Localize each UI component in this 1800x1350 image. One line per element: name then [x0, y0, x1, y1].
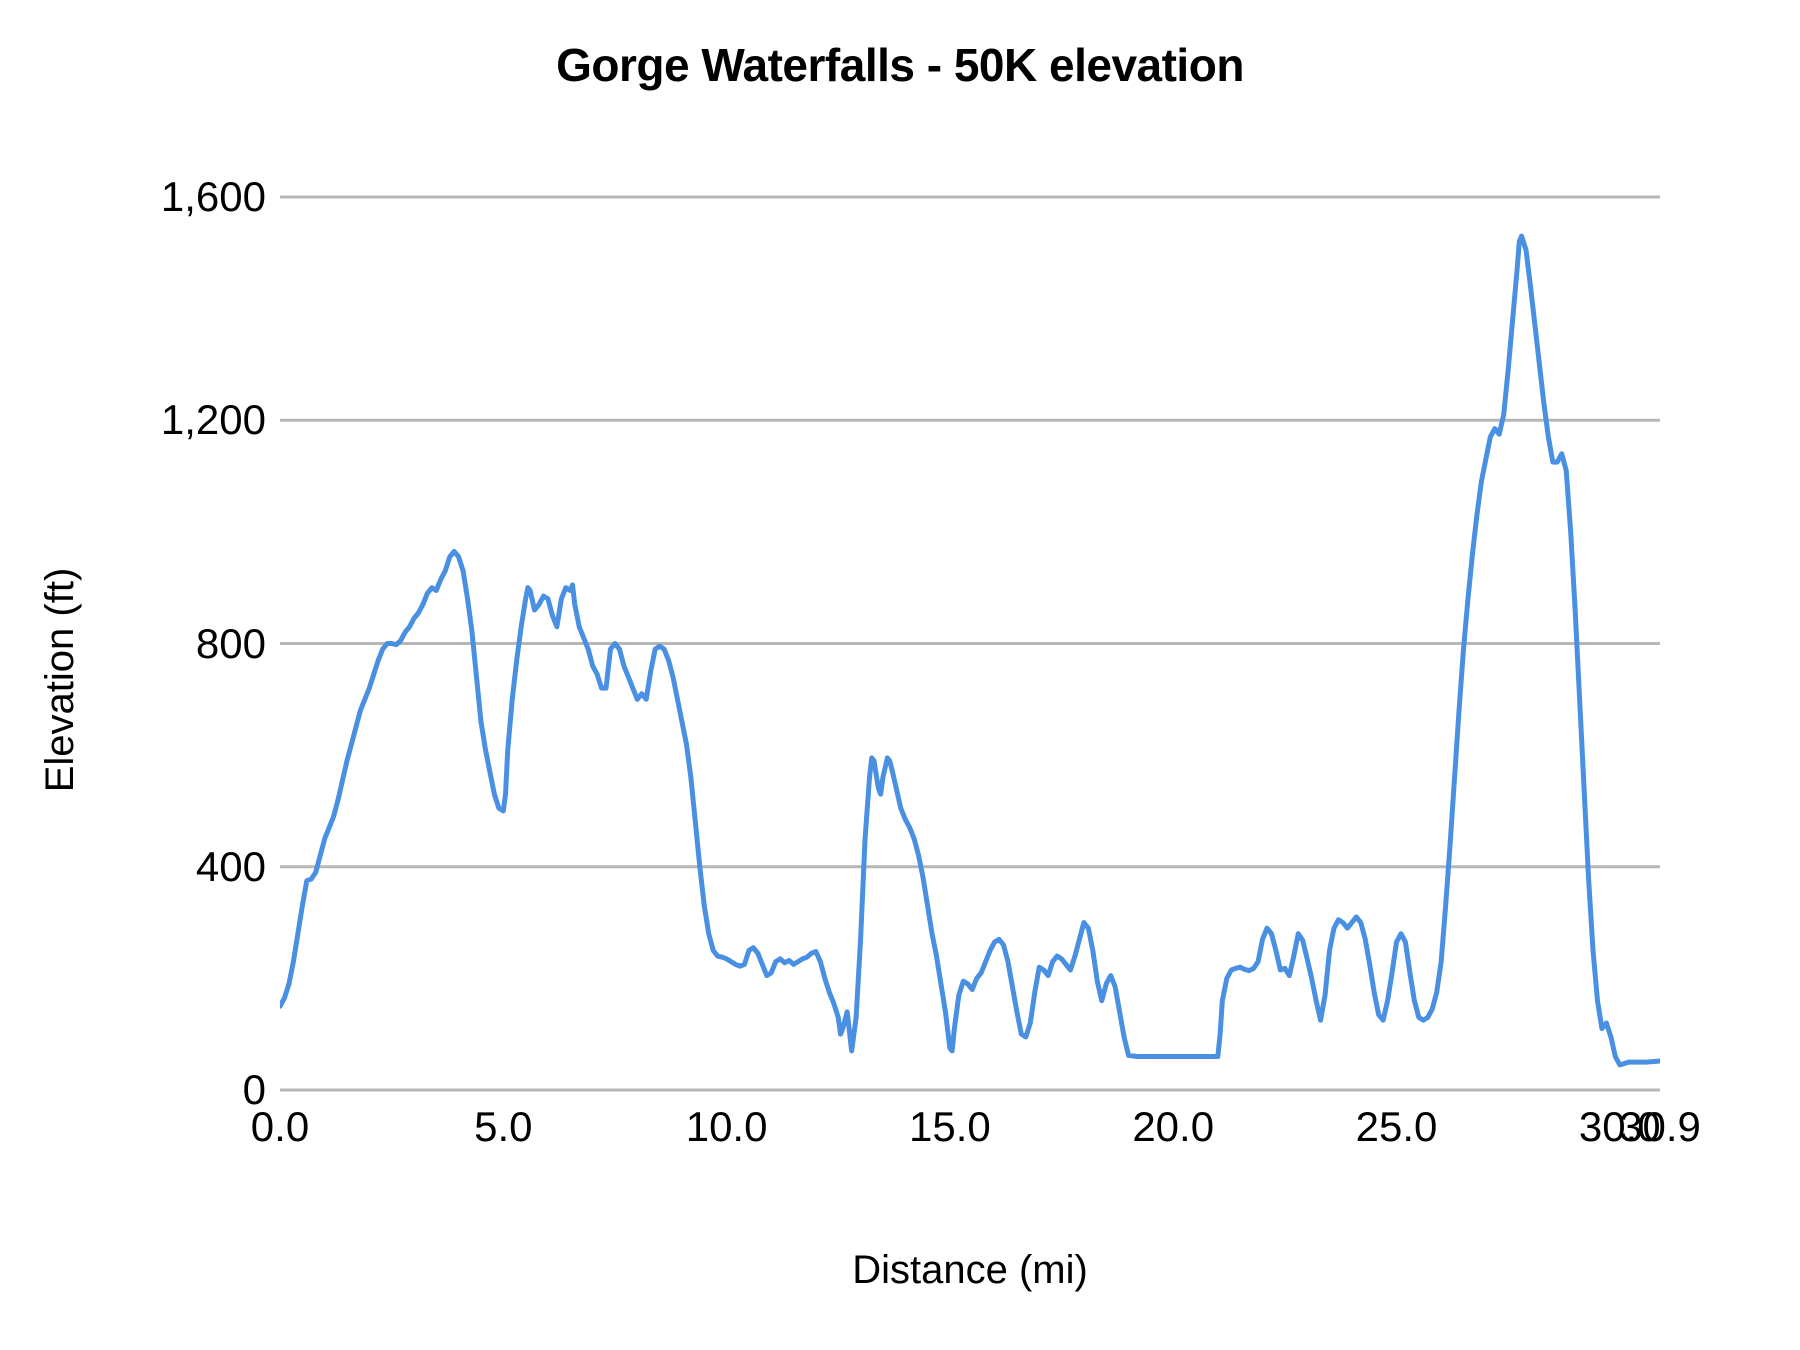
y-tick-label: 0 [242, 1066, 266, 1113]
x-tick-label: 15.0 [909, 1103, 991, 1150]
x-tick-label: 10.0 [685, 1103, 768, 1150]
chart-title: Gorge Waterfalls - 50K elevation [556, 39, 1244, 91]
x-tick-label: 5.0 [474, 1103, 533, 1150]
x-tick-label: 20.0 [1132, 1103, 1215, 1150]
y-tick-label: 400 [195, 842, 266, 890]
plot-area [280, 160, 1660, 1100]
x-axis-title: Distance (mi) [852, 1248, 1088, 1292]
y-tick-label: 800 [195, 619, 266, 667]
gridlines [280, 195, 1660, 1092]
elevation-line [280, 233, 1660, 1068]
x-tick-label: 30.0 [1578, 1103, 1661, 1150]
y-tick-label: 1,600 [160, 173, 266, 220]
plot-svg [280, 195, 1660, 1092]
y-axis-title: Elevation (ft) [30, 0, 90, 1350]
x-tick-label: 0.0 [250, 1103, 310, 1150]
y-tick-label: 1,200 [160, 396, 266, 444]
x-tick-label: 30.9 [1619, 1103, 1701, 1150]
y-axis-title-label: Elevation (ft) [37, 567, 82, 793]
x-tick-label: 25.0 [1355, 1103, 1438, 1150]
